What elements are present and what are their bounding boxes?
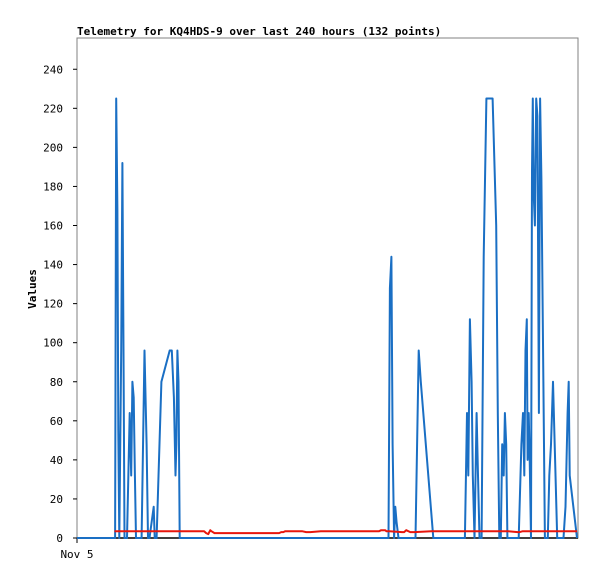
y-tick-label: 60 — [50, 415, 63, 428]
y-tick-label: 160 — [43, 220, 63, 233]
y-tick-label: 20 — [50, 493, 63, 506]
y-axis-label: Values — [26, 269, 39, 309]
y-tick-label: 220 — [43, 102, 63, 115]
x-axis: Nov 5 — [60, 538, 94, 561]
y-tick-label: 0 — [56, 532, 63, 545]
plot-frame — [76, 37, 579, 539]
y-tick-label: 80 — [50, 376, 63, 389]
x-tick-label: Nov 5 — [60, 548, 93, 561]
y-tick-label: 200 — [43, 141, 63, 154]
series-layer — [77, 97, 578, 539]
series-line-blue — [77, 97, 578, 539]
y-tick-label: 120 — [43, 298, 63, 311]
y-axis: 0 20 40 60 80 100 120 140 160 180 200 220 240 — [43, 63, 77, 545]
y-tick-label: 40 — [50, 454, 63, 467]
y-tick-label: 180 — [43, 180, 63, 193]
y-tick-label: 100 — [43, 337, 63, 350]
series-line-red — [114, 529, 577, 536]
y-tick-label: 140 — [43, 259, 63, 272]
y-tick-label: 240 — [43, 63, 63, 76]
chart-title: Telemetry for KQ4HDS-9 over last 240 hou… — [77, 25, 441, 38]
